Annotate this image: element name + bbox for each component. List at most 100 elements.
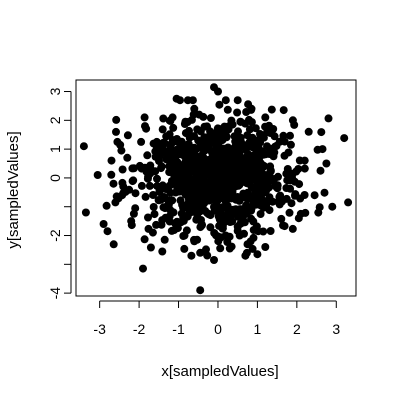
data-point <box>137 137 146 146</box>
data-point <box>181 129 190 138</box>
data-point <box>242 201 251 210</box>
data-point <box>218 224 227 233</box>
data-point <box>173 217 181 226</box>
data-point <box>239 189 248 198</box>
data-point <box>257 194 266 203</box>
data-point <box>161 213 170 222</box>
data-point <box>193 235 202 244</box>
data-point <box>322 159 331 168</box>
data-point <box>176 96 184 105</box>
data-point <box>177 209 186 218</box>
data-point <box>206 166 215 175</box>
data-point <box>129 209 138 218</box>
data-point <box>196 286 205 295</box>
data-point <box>112 192 121 201</box>
data-point <box>245 179 254 188</box>
data-point <box>160 194 169 203</box>
data-point <box>123 153 132 162</box>
data-point <box>142 124 151 133</box>
data-point <box>236 133 245 142</box>
data-point <box>310 191 319 200</box>
data-point <box>234 151 243 160</box>
data-point <box>137 181 146 190</box>
data-point <box>253 250 262 259</box>
data-point <box>169 123 178 132</box>
data-point <box>240 229 248 238</box>
data-point <box>233 96 242 105</box>
data-point <box>276 191 285 200</box>
data-point <box>118 178 127 187</box>
data-point <box>241 141 250 150</box>
data-point <box>242 108 251 116</box>
data-point <box>195 170 204 179</box>
data-point <box>231 142 240 151</box>
data-point <box>286 131 294 140</box>
data-point <box>202 245 210 254</box>
data-point <box>266 227 275 235</box>
data-point <box>165 130 174 139</box>
data-point <box>164 201 173 210</box>
data-point <box>195 186 204 195</box>
data-point <box>294 214 303 223</box>
data-point <box>248 244 257 253</box>
data-point <box>261 113 270 122</box>
data-point <box>79 142 88 151</box>
data-point <box>234 212 243 221</box>
data-point <box>304 127 313 136</box>
data-point <box>216 244 225 253</box>
data-point <box>324 114 333 123</box>
data-point <box>246 237 255 246</box>
data-point <box>231 195 240 204</box>
data-point <box>139 264 147 273</box>
data-point <box>178 200 187 209</box>
data-point <box>140 235 149 244</box>
data-points <box>79 83 353 295</box>
data-point <box>179 142 188 151</box>
data-point <box>215 174 224 183</box>
y-tick-label: 0 <box>47 174 63 182</box>
plot-frame <box>75 79 357 297</box>
data-point <box>243 168 251 176</box>
data-point <box>279 106 288 115</box>
data-point <box>262 186 271 195</box>
data-point <box>102 201 111 210</box>
data-point <box>187 190 196 199</box>
data-point <box>320 188 329 197</box>
data-point <box>210 256 218 264</box>
data-point <box>180 120 189 128</box>
data-point <box>127 221 136 230</box>
data-point <box>159 114 168 123</box>
data-point <box>107 170 116 179</box>
data-point <box>214 87 222 96</box>
data-point <box>149 191 158 199</box>
data-point <box>109 240 118 249</box>
data-point <box>93 171 102 179</box>
data-point <box>280 137 289 146</box>
data-point <box>210 160 219 169</box>
data-point <box>158 247 167 256</box>
data-point <box>206 114 215 122</box>
data-point <box>256 210 265 218</box>
data-point <box>192 214 201 223</box>
data-point <box>149 203 158 211</box>
x-tick-label: -3 <box>93 321 106 337</box>
data-point <box>283 176 292 185</box>
data-point <box>340 134 349 143</box>
data-point <box>287 169 296 178</box>
data-point <box>184 179 193 188</box>
data-point <box>254 227 263 236</box>
data-point <box>270 175 279 183</box>
data-point <box>167 140 176 148</box>
data-point <box>230 169 239 178</box>
y-tick-label: -4 <box>47 287 63 300</box>
x-tick-label: -2 <box>133 321 146 337</box>
data-point <box>112 115 121 124</box>
data-point <box>285 208 294 217</box>
data-point <box>316 166 325 175</box>
data-point <box>173 224 182 233</box>
data-point <box>150 210 159 219</box>
y-tick-label: -2 <box>47 229 63 242</box>
data-point <box>218 154 227 163</box>
data-point <box>221 96 230 105</box>
data-point <box>205 140 214 149</box>
